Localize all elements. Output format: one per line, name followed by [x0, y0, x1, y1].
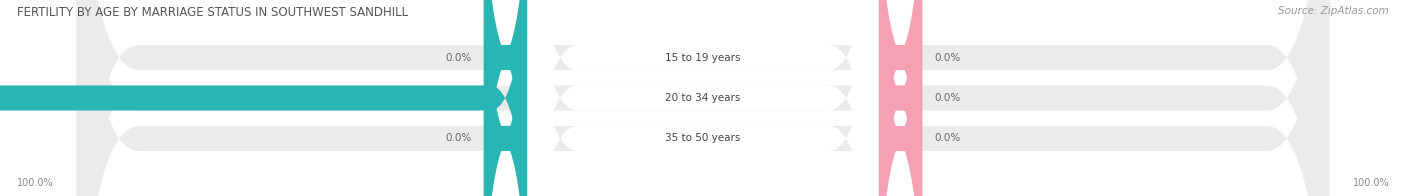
FancyBboxPatch shape [0, 0, 527, 196]
FancyBboxPatch shape [879, 0, 922, 196]
Text: 0.0%: 0.0% [935, 133, 960, 143]
FancyBboxPatch shape [77, 0, 1329, 196]
FancyBboxPatch shape [484, 0, 527, 196]
Text: 20 to 34 years: 20 to 34 years [665, 93, 741, 103]
Text: 15 to 19 years: 15 to 19 years [665, 53, 741, 63]
Text: 0.0%: 0.0% [446, 133, 471, 143]
Text: Source: ZipAtlas.com: Source: ZipAtlas.com [1278, 6, 1389, 16]
FancyBboxPatch shape [527, 0, 879, 196]
Text: 0.0%: 0.0% [446, 53, 471, 63]
Text: 0.0%: 0.0% [935, 53, 960, 63]
Text: 0.0%: 0.0% [935, 93, 960, 103]
Text: 35 to 50 years: 35 to 50 years [665, 133, 741, 143]
FancyBboxPatch shape [77, 0, 1329, 196]
FancyBboxPatch shape [527, 0, 879, 196]
Text: 100.0%: 100.0% [1353, 178, 1389, 188]
Text: 100.0%: 100.0% [17, 178, 53, 188]
FancyBboxPatch shape [879, 0, 922, 196]
FancyBboxPatch shape [879, 0, 922, 196]
FancyBboxPatch shape [77, 0, 1329, 196]
FancyBboxPatch shape [484, 0, 527, 196]
Text: FERTILITY BY AGE BY MARRIAGE STATUS IN SOUTHWEST SANDHILL: FERTILITY BY AGE BY MARRIAGE STATUS IN S… [17, 6, 408, 19]
FancyBboxPatch shape [527, 0, 879, 196]
